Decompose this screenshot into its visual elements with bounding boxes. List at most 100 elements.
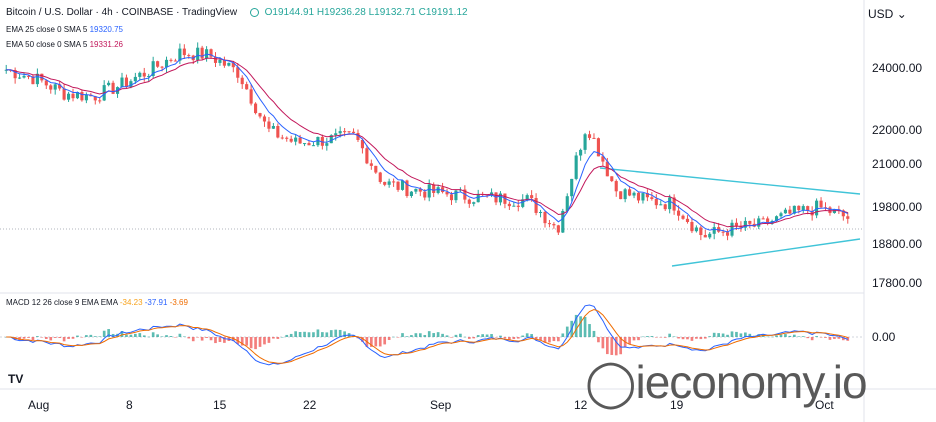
candle-body: [445, 192, 449, 195]
candle-body: [623, 189, 627, 200]
candle-body: [267, 121, 271, 129]
macd-histogram-bar: [343, 331, 346, 337]
currency-label: USD: [868, 7, 894, 21]
candle-body: [654, 198, 658, 206]
macd-histogram-bar: [423, 334, 427, 337]
candle-body: [832, 209, 836, 214]
macd-histogram-bar: [85, 335, 88, 337]
macd-histogram-bar: [508, 337, 511, 340]
candle-body: [512, 205, 516, 207]
macd-histogram-bar: [307, 332, 311, 337]
candle-body: [276, 126, 280, 138]
macd-histogram-bar: [806, 337, 810, 339]
candle-body: [302, 143, 307, 145]
candle-body: [213, 56, 218, 63]
macd-histogram-bar: [107, 329, 110, 337]
candle-body: [659, 204, 663, 206]
candle-body: [18, 77, 22, 79]
candle-body: [245, 84, 249, 90]
source: TradingView: [182, 7, 238, 18]
macd-histogram-bar: [588, 324, 591, 337]
ema50-legend[interactable]: EMA 50 close 0 SMA 5 19331.26: [6, 40, 123, 49]
macd-histogram-bar: [151, 332, 155, 337]
macd-histogram-bar: [467, 337, 471, 339]
ema25-line: [6, 53, 849, 233]
macd-histogram-bar: [583, 316, 587, 337]
candle-body: [828, 207, 832, 214]
macd-histogram-bar: [321, 332, 324, 337]
macd-histogram-bar: [699, 337, 703, 340]
macd-histogram-bar: [187, 337, 191, 339]
macd-histogram-bar: [476, 335, 480, 337]
chart-header: Bitcoin / U.S. Dollar · 4h · COINBASE · …: [6, 7, 468, 18]
macd-histogram-bar: [49, 337, 53, 341]
macd-histogram-bar: [31, 337, 35, 341]
candle-body: [156, 61, 160, 67]
macd-histogram-bar: [58, 337, 61, 338]
candle-body: [218, 59, 222, 63]
upper-trendline: [599, 167, 861, 195]
candle-body: [538, 211, 543, 213]
candle-body: [819, 200, 823, 208]
macd-histogram-bar: [22, 337, 26, 339]
macd-histogram-bar: [263, 337, 266, 345]
macd-histogram-bar: [401, 333, 404, 337]
candle-body: [222, 59, 226, 66]
macd-histogram-bar: [218, 337, 222, 342]
candle-body: [360, 139, 364, 149]
macd-histogram-bar: [770, 336, 774, 338]
candle-body: [543, 211, 547, 224]
macd-histogram-bar: [361, 337, 364, 342]
candle-body: [187, 55, 191, 57]
macd-histogram-bar: [592, 330, 596, 337]
candle-body: [757, 218, 761, 227]
candle-body: [574, 155, 578, 179]
macd-histogram-bar: [605, 337, 609, 355]
candle-body: [124, 77, 129, 87]
candlesticks: [4, 42, 850, 241]
macd-histogram-bar: [436, 332, 440, 337]
candle-body: [280, 137, 284, 139]
candle-body: [779, 213, 783, 217]
candle-body: [98, 100, 102, 102]
ohlc-values: O19144.91 H19236.28 L19132.71 C19191.12: [264, 7, 468, 18]
x-tick: Aug: [28, 398, 50, 412]
macd-hist-value: -34.23: [119, 298, 143, 307]
macd-histogram-bar: [597, 337, 600, 343]
candle-body: [761, 218, 765, 220]
x-tick: 19: [670, 398, 684, 412]
candle-body: [565, 196, 569, 211]
candle-body: [44, 80, 48, 86]
macd-histogram-bar: [62, 337, 66, 342]
candle-body: [396, 181, 400, 190]
macd-histogram-bar: [543, 337, 547, 343]
x-tick: Sep: [430, 398, 452, 412]
macd-histogram-bar: [463, 336, 467, 338]
candle-body: [40, 73, 44, 81]
candle-body: [579, 149, 583, 156]
candle-body: [58, 84, 62, 89]
candle-body: [774, 216, 779, 221]
candle-body: [797, 205, 801, 211]
candle-body: [427, 184, 431, 198]
currency-selector[interactable]: USD ⌄: [868, 7, 907, 21]
macd-histogram-bar: [712, 332, 716, 337]
macd-zero-tick: 0.00: [872, 330, 896, 344]
y-tick: 17800.00: [872, 276, 923, 290]
ema25-label: EMA 25 close 0 SMA 5: [6, 25, 88, 34]
macd-histogram-bar: [726, 334, 729, 337]
macd-histogram-bar: [36, 336, 39, 337]
candle-body: [240, 77, 244, 85]
candle-body: [725, 232, 730, 236]
macd-histogram-bar: [18, 337, 21, 341]
candle-body: [810, 210, 814, 216]
candle-body: [374, 165, 378, 173]
macd-histogram-bar: [223, 337, 226, 343]
y-tick: 19800.00: [872, 200, 923, 214]
macd-legend[interactable]: MACD 12 26 close 9 EMA EMA -34.23 -37.91…: [6, 298, 188, 307]
macd-histogram-bar: [703, 337, 707, 339]
ema25-legend[interactable]: EMA 25 close 0 SMA 5 19320.75: [6, 25, 123, 34]
candle-body: [668, 197, 672, 210]
macd-histogram-bar: [521, 335, 525, 337]
